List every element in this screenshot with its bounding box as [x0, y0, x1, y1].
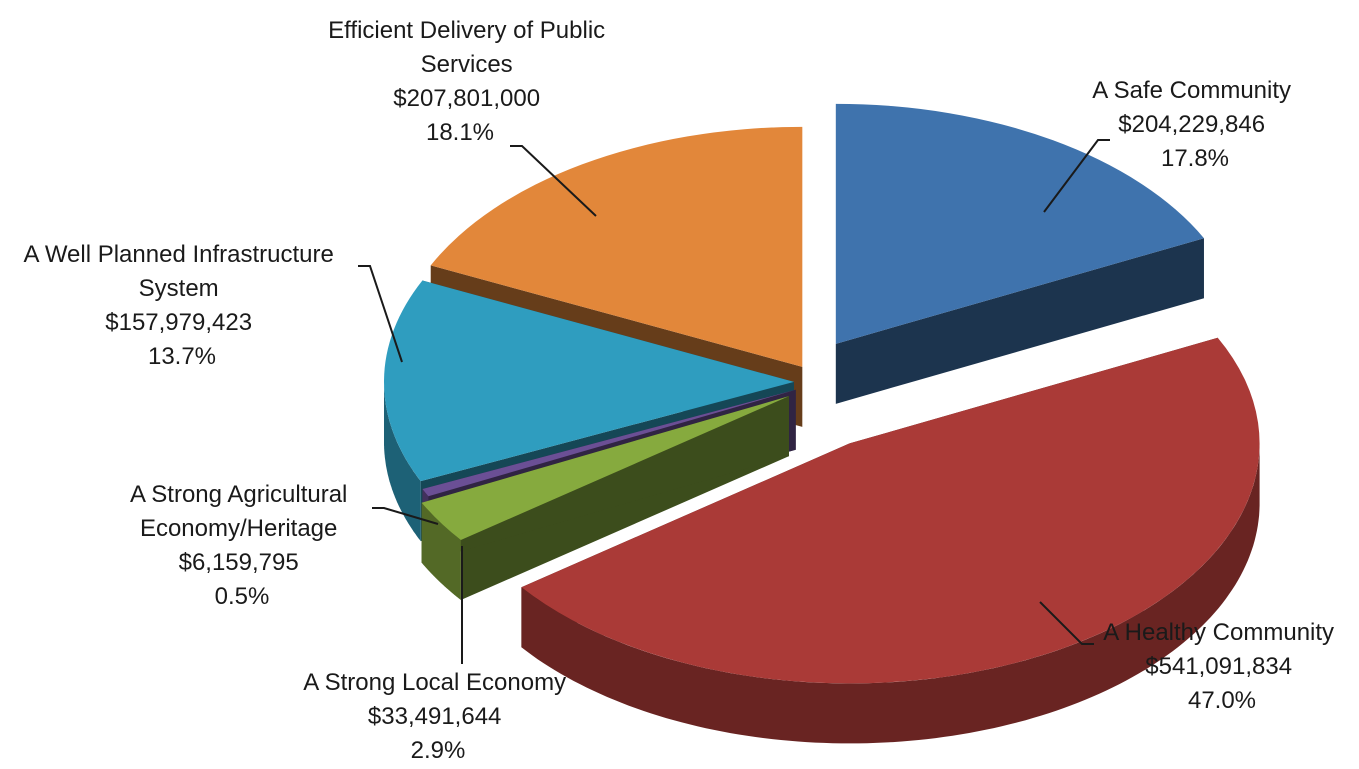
slice-top-a-safe-community [835, 103, 1204, 344]
label-healthy-community: A Healthy Community $541,091,834 47.0% [1103, 619, 1340, 714]
label-agricultural-amount: $6,159,795 [179, 549, 299, 576]
slice-top-efficient-delivery-of-public-services [430, 126, 803, 367]
slice-top-a-healthy-community [521, 337, 1260, 684]
leader-safe-community [1043, 139, 1110, 213]
label-efficient-delivery: Efficient Delivery of Public Services $2… [328, 17, 612, 146]
slice-side-end-a-safe-community [835, 238, 1204, 404]
slice-a-safe-community [835, 103, 1204, 404]
leader-healthy-community [1039, 601, 1094, 645]
leader-well-planned [358, 265, 403, 363]
label-efficient-delivery-name-1: Efficient Delivery of Public [328, 17, 605, 44]
slice-a-strong-local-economy [421, 396, 790, 601]
leader-lines [358, 139, 1110, 664]
label-well-planned-percent: 13.7% [148, 343, 216, 370]
label-safe-community-amount: $204,229,846 [1118, 111, 1265, 138]
leader-efficient-delivery [510, 145, 597, 217]
slice-top-a-strong-local-economy [421, 396, 790, 541]
label-local-economy-name: A Strong Local Economy [303, 669, 566, 696]
label-safe-community: A Safe Community $204,229,846 17.8% [1092, 77, 1297, 172]
slice-a-healthy-community [521, 337, 1260, 744]
label-healthy-community-percent: 47.0% [1188, 687, 1256, 714]
label-local-economy-amount: $33,491,644 [368, 703, 501, 730]
label-well-planned: A Well Planned Infrastructure System $15… [23, 241, 340, 370]
label-agricultural-name-1: A Strong Agricultural [130, 481, 347, 508]
label-agricultural-percent: 0.5% [215, 583, 270, 610]
pie-slices [384, 103, 1260, 744]
label-efficient-delivery-name-2: Services [421, 51, 513, 78]
label-well-planned-amount: $157,979,423 [105, 309, 252, 336]
slice-wall-a-healthy-community [521, 445, 1260, 744]
label-efficient-delivery-amount: $207,801,000 [393, 85, 540, 112]
label-well-planned-name-2: System [139, 275, 219, 302]
slice-top-a-strong-agricultural-economy-heritage [422, 389, 796, 497]
label-local-economy: A Strong Local Economy $33,491,644 2.9% [303, 669, 573, 764]
label-agricultural-name-2: Economy/Heritage [140, 515, 337, 542]
label-safe-community-name: A Safe Community [1092, 77, 1291, 104]
label-safe-community-percent: 17.8% [1161, 145, 1229, 172]
label-healthy-community-name: A Healthy Community [1103, 619, 1334, 646]
label-efficient-delivery-percent: 18.1% [426, 119, 494, 146]
label-local-economy-percent: 2.9% [411, 737, 466, 764]
label-agricultural: A Strong Agricultural Economy/Heritage $… [130, 481, 354, 610]
leader-agricultural [372, 507, 439, 525]
label-well-planned-name-1: A Well Planned Infrastructure [23, 241, 333, 268]
slice-side-end-a-strong-local-economy [421, 396, 790, 563]
slice-top-a-well-planned-infrastructure-system [384, 280, 795, 482]
slice-wall-a-strong-local-economy [421, 502, 461, 600]
slice-wall-a-well-planned-infrastructure-system [384, 382, 421, 542]
label-healthy-community-amount: $541,091,834 [1145, 653, 1292, 680]
